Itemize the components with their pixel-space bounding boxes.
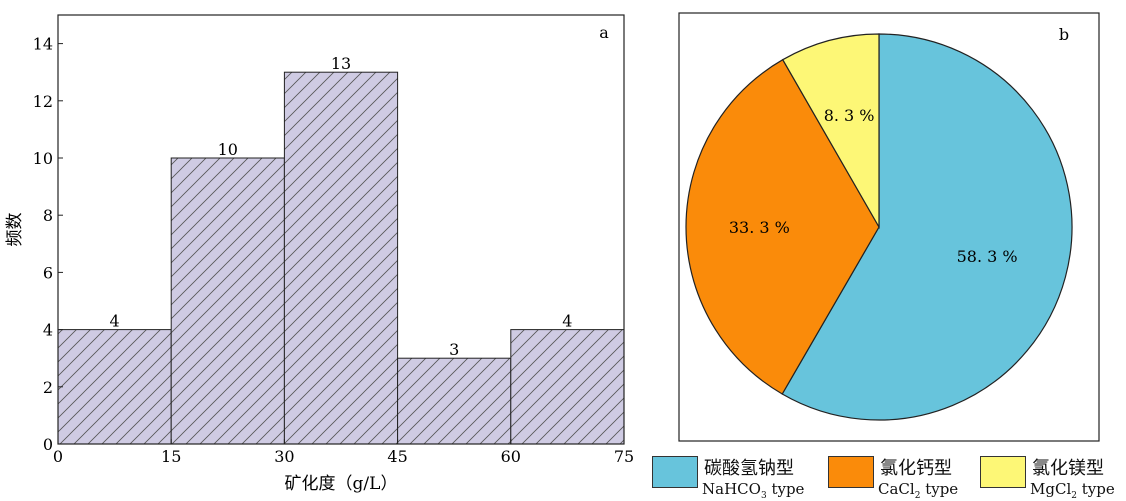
legend-label-en-cacl2: CaCl2 type (878, 480, 959, 501)
legend-swatch-nahco3 (652, 456, 698, 488)
legend-label-mgcl2: 氯化镁型 (1032, 458, 1104, 479)
y-tick-label: 8 (43, 206, 53, 225)
x-axis-title: 矿化度（g/L） (285, 474, 398, 494)
bar-value-label: 10 (218, 140, 238, 159)
x-tick-label: 60 (501, 447, 521, 466)
histogram-bar (283, 71, 399, 445)
x-tick-label: 15 (161, 447, 181, 466)
bar-value-label: 4 (562, 312, 572, 331)
y-tick-label: 10 (33, 149, 53, 168)
y-tick-label: 0 (43, 435, 53, 454)
x-tick-label: 30 (274, 447, 294, 466)
y-axis-title: 频数 (5, 213, 25, 247)
legend-swatch-cacl2 (828, 456, 874, 488)
pie-slice-label: 8. 3 % (824, 106, 875, 125)
x-tick-label: 75 (614, 447, 634, 466)
pie-legend: 碳酸氢钠型 NaHCO3 type 氯化钙型 CaCl2 type 氯化镁型 M… (652, 450, 1126, 501)
pie-slice-label: 58. 3 % (957, 247, 1018, 266)
y-tick-label: 2 (43, 378, 53, 397)
histogram-bar (397, 357, 512, 445)
plot-frame (57, 14, 625, 445)
y-tick-label: 12 (33, 92, 53, 111)
legend-label-nahco3: 碳酸氢钠型 (704, 458, 794, 479)
panel-label-a: a (599, 23, 609, 42)
bar-value-label: 4 (110, 312, 120, 331)
x-tick-label: 0 (53, 447, 63, 466)
legend-label-en-mgcl2: MgCl2 type (1030, 480, 1115, 501)
pie-slice-label: 33. 3 % (729, 218, 790, 237)
y-tick-label: 6 (43, 263, 53, 282)
pie-frame (678, 12, 1100, 442)
histogram-chart: 4 10 13 3 4 0 2 4 6 8 10 12 14 0 15 30 45 60 75 a 矿化度（g/L） 频数 (5, 14, 634, 494)
histogram-bar (57, 329, 172, 445)
pie-chart: b 58. 3 % 33. 3 % 8. 3 % (678, 12, 1100, 442)
y-tick-label: 4 (43, 321, 53, 340)
pie-slice (781, 33, 880, 230)
legend-label-en-nahco3: NaHCO3 type (702, 480, 805, 501)
histogram-bar (170, 157, 285, 445)
pie-slice (781, 33, 1073, 421)
y-tick-label: 14 (33, 35, 53, 54)
legend-label-cacl2: 氯化钙型 (880, 458, 952, 479)
legend-swatch-mgcl2 (980, 456, 1026, 488)
panel-label-b: b (1059, 25, 1069, 44)
x-tick-label: 45 (387, 447, 407, 466)
histogram-bar (510, 329, 625, 445)
bar-value-label: 13 (331, 54, 351, 73)
bar-value-label: 3 (449, 340, 459, 359)
